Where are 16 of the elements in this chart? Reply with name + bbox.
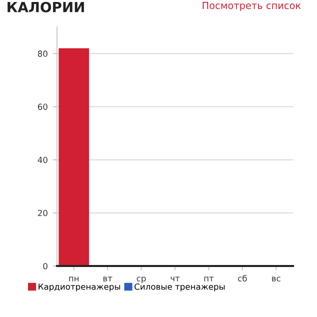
legend-label: Силовые тренажеры xyxy=(134,283,225,292)
x-tick-label: ср xyxy=(136,276,146,284)
y-tick-label: 40 xyxy=(38,156,48,164)
x-tick-label: вт xyxy=(103,276,112,282)
y-tick-label: 0 xyxy=(43,262,48,270)
x-tick-label: пт xyxy=(204,276,214,282)
text: Посмотреть список xyxy=(202,2,301,11)
chart-title: КАЛОРИИ xyxy=(8,2,84,12)
x-tick-label: чт xyxy=(170,276,180,282)
x-tick-label: пн xyxy=(69,276,79,282)
y-tick-label: 60 xyxy=(38,104,48,110)
y-tick-label: 80 xyxy=(38,50,48,57)
legend-label: Кардиотренажеры xyxy=(38,284,120,292)
y-tick-label: 20 xyxy=(38,210,48,216)
x-tick-label: вс xyxy=(272,276,280,282)
x-tick-label: сб xyxy=(238,274,247,282)
